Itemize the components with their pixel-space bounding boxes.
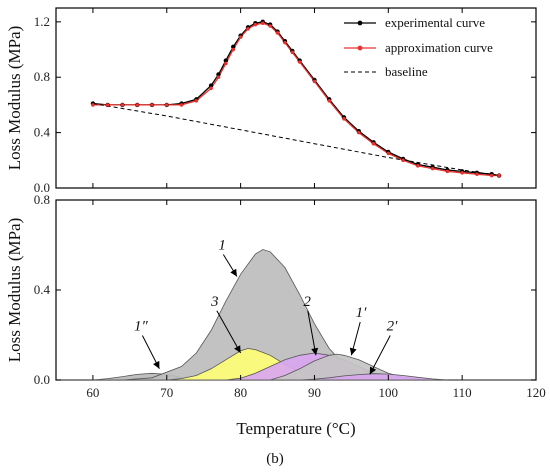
bottom-ytick-label: 0.0	[34, 372, 50, 387]
approximation-point	[489, 173, 494, 178]
approximation-point	[253, 22, 258, 27]
approximation-point	[430, 166, 435, 171]
annotation-arrow	[369, 335, 391, 375]
approximation-point	[497, 173, 501, 178]
top-legend: experimental curve approximation curve bas…	[344, 15, 493, 79]
approximation-point	[312, 79, 317, 84]
annotation-arrow	[307, 310, 317, 356]
bottom-panel: 60 70 80 90 100 110 120 0.0 0.4 0.8 1″ 3 1 2 1′ 2′ Los…	[5, 192, 546, 438]
top-panel: 0.0 0.4 0.8 1.2 experimental curve approxima…	[5, 7, 537, 195]
figure-caption: (b)	[266, 451, 284, 467]
approximation-point	[150, 103, 154, 107]
legend-marker	[357, 45, 363, 51]
approximation-point	[275, 31, 280, 35]
approximation-point	[120, 103, 125, 107]
bottom-xtick-label: 120	[526, 385, 546, 400]
bottom-ylabel: Loss Modulus (MPa)	[5, 218, 24, 363]
peak-label: 1′	[356, 305, 368, 321]
peak-label: 3	[210, 294, 219, 310]
approximation-point	[260, 21, 265, 26]
bottom-xtick-label: 90	[308, 385, 321, 400]
peak-area	[299, 373, 448, 381]
approximation-point	[327, 98, 332, 103]
peak-label: 1″	[134, 319, 149, 335]
annotation-arrow	[216, 310, 242, 354]
annotation-arrowhead	[230, 268, 237, 277]
approximation-point	[290, 50, 295, 55]
legend-label: baseline	[385, 64, 428, 79]
approximation-point	[91, 103, 95, 107]
bottom-xtick-label: 110	[453, 385, 472, 400]
peak-annotations: 1″ 3 1 2 1′ 2′	[134, 238, 398, 375]
experimental-point	[208, 83, 214, 88]
annotation-arrowhead	[349, 347, 357, 356]
annotation-arrowhead	[234, 345, 241, 353]
bottom-xtick-label: 70	[160, 385, 173, 400]
bottom-xlabel: Temperature (°C)	[236, 419, 355, 438]
approximation-point	[194, 98, 199, 103]
bottom-ticks: 60 70 80 90 100 110 120 0.0 0.4 0.8	[34, 192, 546, 400]
experimental-point	[231, 44, 236, 49]
top-ticks: 0.0 0.4 0.8 1.2	[34, 8, 537, 195]
approximation-point	[342, 116, 346, 121]
approximation-point	[135, 103, 140, 107]
bottom-series	[56, 249, 536, 381]
annotation-arrowhead	[311, 347, 319, 356]
top-ytick-label: 0.8	[34, 69, 50, 84]
experimental-point	[216, 72, 221, 77]
approximation-point	[224, 61, 228, 66]
peak-label: 2	[303, 294, 311, 310]
legend-marker	[357, 20, 363, 26]
approximation-point	[283, 40, 287, 45]
top-ylabel: Loss Modulus (MPa)	[5, 26, 24, 171]
approximation-point	[356, 130, 361, 135]
approximation-point	[416, 164, 420, 168]
legend-label: approximation curve	[385, 40, 493, 55]
top-ytick-label: 1.2	[34, 14, 50, 29]
bottom-xtick-label: 80	[234, 385, 247, 400]
annotation-arrowhead	[153, 360, 160, 369]
approximation-point	[445, 169, 450, 174]
annotation-arrowhead	[369, 366, 377, 375]
top-ytick-label: 0.4	[34, 125, 51, 140]
approximation-point	[179, 103, 184, 107]
approximation-point	[371, 141, 376, 146]
top-series	[90, 19, 502, 178]
bottom-xtick-label: 60	[86, 385, 99, 400]
approximation-point	[216, 75, 221, 80]
experimental-point	[223, 58, 229, 63]
approximation-point	[105, 103, 110, 107]
approximation-point	[460, 170, 464, 175]
approximation-point	[268, 24, 272, 28]
approximation-point	[164, 103, 169, 107]
approximation-point	[401, 158, 405, 163]
approximation-point	[246, 26, 250, 31]
peak-label: 2′	[387, 319, 399, 335]
approximation-point	[231, 47, 236, 52]
bottom-xtick-label: 100	[379, 385, 399, 400]
top-series-line	[92, 103, 500, 176]
approximation-point	[475, 172, 479, 176]
top-ytick-label: 0.0	[34, 180, 50, 195]
approximation-point	[238, 35, 243, 39]
bottom-ytick-label: 0.8	[34, 192, 50, 207]
bottom-ytick-label: 0.4	[34, 282, 51, 297]
peak-label: 1	[218, 238, 226, 254]
legend-label: experimental curve	[385, 15, 485, 30]
top-plot-frame	[55, 7, 537, 189]
approximation-point	[297, 60, 302, 64]
approximation-point	[386, 151, 391, 156]
approximation-point	[209, 86, 213, 91]
